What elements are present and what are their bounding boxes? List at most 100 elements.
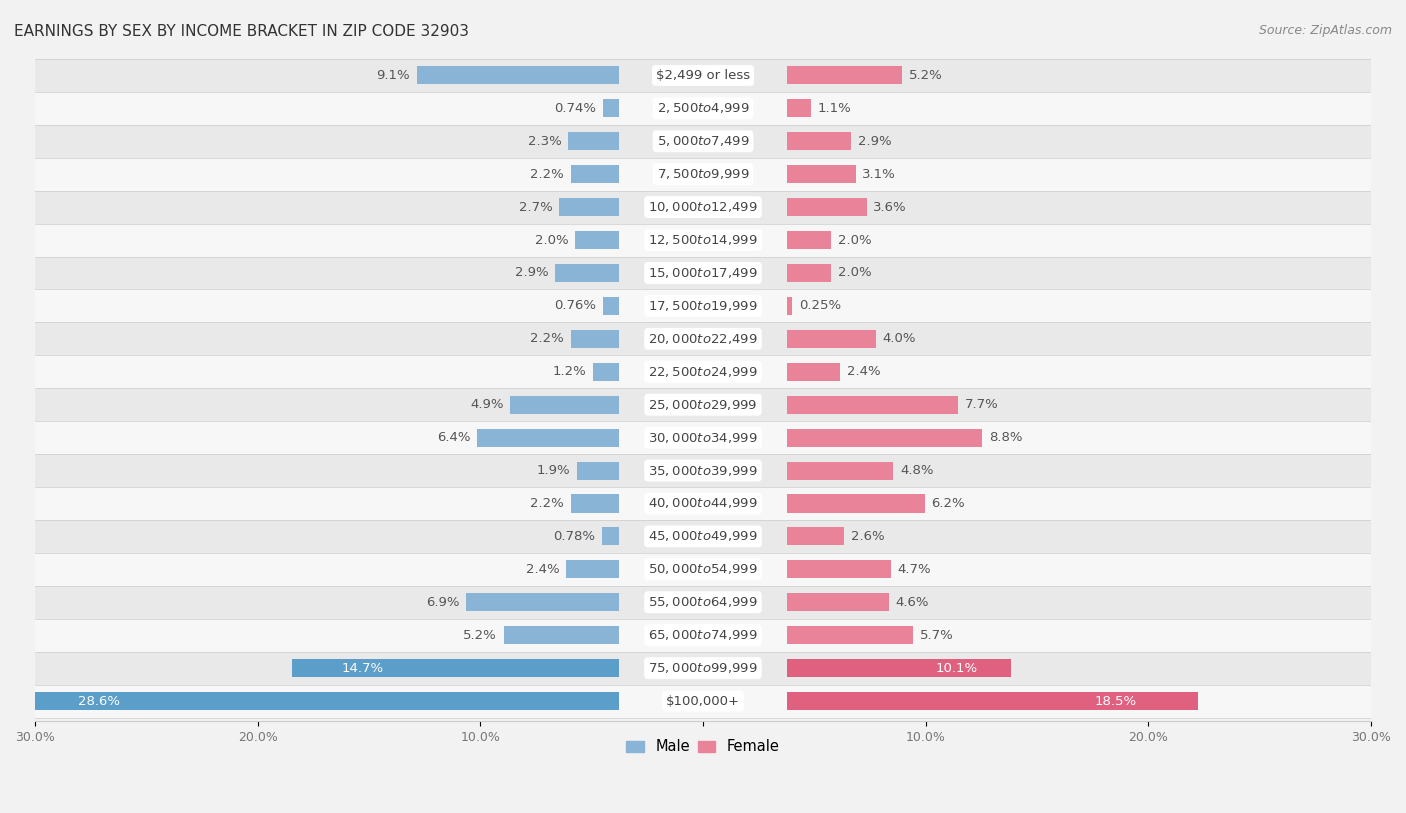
Bar bbox=[786, 528, 845, 546]
Bar bbox=[786, 560, 891, 578]
Text: $100,000+: $100,000+ bbox=[666, 694, 740, 707]
Bar bbox=[465, 593, 620, 611]
Legend: Male, Female: Male, Female bbox=[620, 733, 786, 760]
Text: $17,500 to $19,999: $17,500 to $19,999 bbox=[648, 299, 758, 313]
Bar bbox=[603, 99, 620, 117]
Text: 10.1%: 10.1% bbox=[935, 662, 977, 675]
Bar bbox=[35, 257, 1371, 289]
Bar bbox=[35, 619, 1371, 652]
Text: $22,500 to $24,999: $22,500 to $24,999 bbox=[648, 365, 758, 379]
Text: 3.1%: 3.1% bbox=[862, 167, 896, 180]
Bar bbox=[35, 520, 1371, 553]
Text: 4.0%: 4.0% bbox=[882, 333, 915, 346]
Bar bbox=[35, 454, 1371, 487]
Text: 4.7%: 4.7% bbox=[898, 563, 932, 576]
Text: 0.25%: 0.25% bbox=[799, 299, 841, 312]
Text: $40,000 to $44,999: $40,000 to $44,999 bbox=[648, 497, 758, 511]
Bar bbox=[786, 593, 889, 611]
Bar bbox=[786, 396, 957, 414]
Text: 0.78%: 0.78% bbox=[554, 530, 596, 543]
Text: 1.1%: 1.1% bbox=[818, 102, 852, 115]
Text: $20,000 to $22,499: $20,000 to $22,499 bbox=[648, 332, 758, 346]
Text: 2.9%: 2.9% bbox=[858, 135, 891, 148]
Bar bbox=[786, 133, 851, 150]
Text: $75,000 to $99,999: $75,000 to $99,999 bbox=[648, 661, 758, 675]
Text: $2,499 or less: $2,499 or less bbox=[657, 69, 749, 82]
Bar bbox=[35, 553, 1371, 586]
Bar bbox=[35, 158, 1371, 191]
Bar bbox=[571, 165, 620, 183]
Bar bbox=[603, 297, 620, 315]
Text: 1.2%: 1.2% bbox=[553, 365, 586, 378]
Bar bbox=[786, 165, 855, 183]
Bar bbox=[786, 231, 831, 249]
Text: 4.8%: 4.8% bbox=[900, 464, 934, 477]
Bar bbox=[571, 330, 620, 348]
Text: $2,500 to $4,999: $2,500 to $4,999 bbox=[657, 102, 749, 115]
Bar bbox=[35, 652, 1371, 685]
Text: $10,000 to $12,499: $10,000 to $12,499 bbox=[648, 200, 758, 214]
Bar bbox=[786, 264, 831, 282]
Text: 14.7%: 14.7% bbox=[342, 662, 384, 675]
Text: EARNINGS BY SEX BY INCOME BRACKET IN ZIP CODE 32903: EARNINGS BY SEX BY INCOME BRACKET IN ZIP… bbox=[14, 24, 470, 39]
Bar bbox=[35, 355, 1371, 389]
Text: $12,500 to $14,999: $12,500 to $14,999 bbox=[648, 233, 758, 247]
Text: 8.8%: 8.8% bbox=[990, 431, 1022, 444]
Text: 9.1%: 9.1% bbox=[377, 69, 411, 82]
Text: $5,000 to $7,499: $5,000 to $7,499 bbox=[657, 134, 749, 148]
Text: 2.0%: 2.0% bbox=[534, 233, 568, 246]
Text: $35,000 to $39,999: $35,000 to $39,999 bbox=[648, 463, 758, 477]
Text: 2.2%: 2.2% bbox=[530, 167, 564, 180]
Text: Source: ZipAtlas.com: Source: ZipAtlas.com bbox=[1258, 24, 1392, 37]
Bar bbox=[786, 363, 839, 380]
Bar bbox=[555, 264, 620, 282]
Text: 2.2%: 2.2% bbox=[530, 497, 564, 510]
Text: $65,000 to $74,999: $65,000 to $74,999 bbox=[648, 628, 758, 642]
Bar bbox=[35, 421, 1371, 454]
Text: $55,000 to $64,999: $55,000 to $64,999 bbox=[648, 595, 758, 609]
Text: 6.2%: 6.2% bbox=[931, 497, 965, 510]
Text: $25,000 to $29,999: $25,000 to $29,999 bbox=[648, 398, 758, 411]
Bar bbox=[35, 685, 1371, 718]
Text: 5.7%: 5.7% bbox=[920, 628, 953, 641]
Text: 5.2%: 5.2% bbox=[910, 69, 943, 82]
Text: 0.74%: 0.74% bbox=[554, 102, 596, 115]
Bar bbox=[510, 396, 620, 414]
Bar bbox=[593, 363, 620, 380]
Text: 2.2%: 2.2% bbox=[530, 333, 564, 346]
Text: 2.4%: 2.4% bbox=[846, 365, 880, 378]
Bar bbox=[35, 125, 1371, 158]
Bar bbox=[786, 428, 983, 446]
Bar bbox=[35, 224, 1371, 257]
Text: 0.76%: 0.76% bbox=[554, 299, 596, 312]
Text: $30,000 to $34,999: $30,000 to $34,999 bbox=[648, 431, 758, 445]
Bar bbox=[35, 586, 1371, 619]
Text: 4.9%: 4.9% bbox=[470, 398, 503, 411]
Bar bbox=[786, 692, 1198, 710]
Bar bbox=[575, 231, 620, 249]
Bar bbox=[602, 528, 620, 546]
Bar bbox=[35, 92, 1371, 125]
Bar bbox=[35, 191, 1371, 224]
Bar bbox=[560, 198, 620, 216]
Text: $50,000 to $54,999: $50,000 to $54,999 bbox=[648, 563, 758, 576]
Bar bbox=[786, 198, 866, 216]
Text: 2.7%: 2.7% bbox=[519, 201, 553, 214]
Text: 6.4%: 6.4% bbox=[437, 431, 470, 444]
Text: $15,000 to $17,499: $15,000 to $17,499 bbox=[648, 266, 758, 280]
Text: 2.0%: 2.0% bbox=[838, 267, 872, 280]
Bar bbox=[786, 626, 914, 644]
Text: 1.9%: 1.9% bbox=[537, 464, 571, 477]
Text: 7.7%: 7.7% bbox=[965, 398, 998, 411]
Bar bbox=[35, 59, 1371, 92]
Bar bbox=[567, 560, 620, 578]
Bar bbox=[786, 659, 1011, 677]
Text: 5.2%: 5.2% bbox=[463, 628, 496, 641]
Bar bbox=[578, 462, 620, 480]
Bar bbox=[786, 297, 792, 315]
Bar bbox=[786, 330, 876, 348]
Text: $45,000 to $49,999: $45,000 to $49,999 bbox=[648, 529, 758, 543]
Bar bbox=[503, 626, 620, 644]
Bar bbox=[571, 494, 620, 512]
Bar bbox=[786, 494, 925, 512]
